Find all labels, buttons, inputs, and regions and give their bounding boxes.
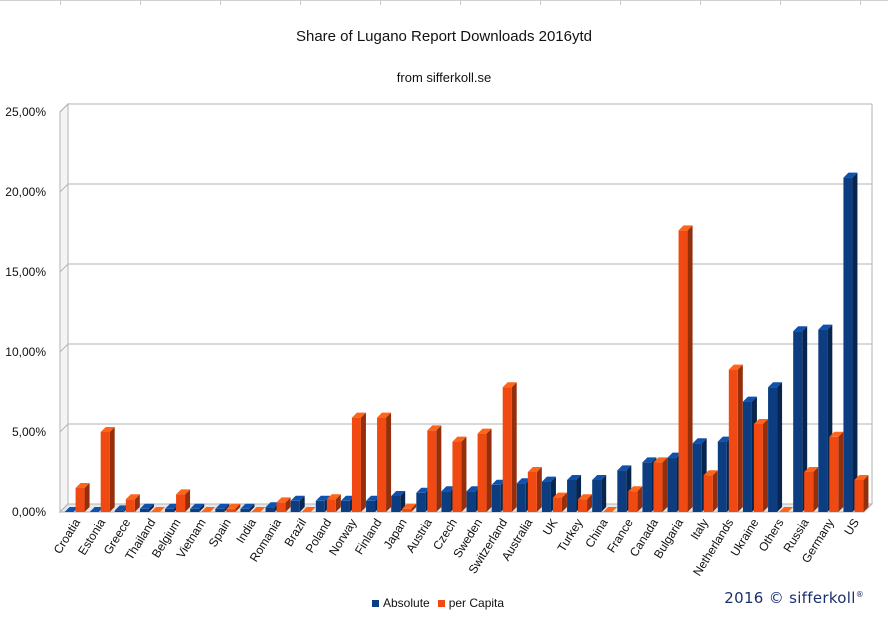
y-tick-label: 25,00% (5, 105, 46, 119)
bar-per-capita (552, 492, 567, 512)
bar-per-capita (753, 419, 768, 512)
x-tick-label: UK (540, 516, 561, 538)
y-tick-label: 5,00% (12, 425, 46, 439)
bar-per-capita (477, 428, 492, 512)
gridline-depth (59, 423, 69, 433)
y-tick-label: 0,00% (12, 505, 46, 519)
legend-item-absolute: Absolute (372, 596, 430, 610)
bar-per-capita (703, 470, 718, 512)
bar-per-capita (351, 412, 366, 512)
bar-per-capita (779, 507, 794, 512)
top-tick (300, 0, 301, 5)
top-tick (220, 0, 221, 5)
bar-per-capita (653, 457, 668, 512)
bar-absolute (139, 503, 154, 512)
bar-per-capita (527, 467, 542, 512)
chart-title: Share of Lugano Report Downloads 2016ytd (295, 28, 593, 45)
bar-per-capita (251, 507, 266, 512)
top-tick (60, 0, 61, 5)
x-tick-label: Turkey (555, 516, 586, 554)
bar-per-capita (201, 507, 216, 512)
bar-per-capita (628, 486, 643, 512)
x-tick-label: US (841, 516, 862, 538)
legend-label-absolute: Absolute (383, 596, 430, 610)
bar-per-capita (125, 494, 140, 512)
legend-label-per-capita: per Capita (448, 596, 505, 610)
y-tick-label: 20,00% (5, 185, 46, 199)
bar-per-capita (829, 431, 844, 512)
gridline-depth (59, 183, 69, 193)
bar-absolute (793, 326, 808, 512)
top-tick (780, 0, 781, 5)
bar-absolute (391, 491, 406, 512)
top-tick (540, 0, 541, 5)
chart-labels: CroatiaEstoniaGreeceThailandBelgiumVietn… (51, 516, 862, 579)
gridline-depth (59, 263, 69, 273)
gridline-depth (59, 343, 69, 353)
bar-per-capita (276, 497, 291, 512)
side-wall (59, 102, 69, 514)
bar-per-capita (502, 382, 517, 512)
bar-per-capita (301, 507, 316, 512)
top-tick (620, 0, 621, 5)
bar-absolute (592, 475, 607, 512)
legend-swatch-absolute (372, 599, 379, 607)
top-tick (860, 0, 861, 5)
x-tick-label: India (233, 516, 259, 546)
bar-absolute (215, 503, 230, 512)
bar-per-capita (578, 494, 593, 512)
x-tick-label: Spain (206, 516, 234, 549)
y-tick-label: 15,00% (5, 265, 46, 279)
bar-per-capita (402, 503, 417, 512)
legend-item-per-capita: per Capita (437, 596, 505, 610)
bar-absolute (240, 503, 255, 512)
bar-absolute (768, 382, 783, 512)
bar-per-capita (452, 436, 467, 512)
bar-per-capita (728, 364, 743, 512)
legend: Absolute per Capita (372, 596, 512, 610)
bar-per-capita (75, 483, 90, 512)
bar-absolute (64, 507, 79, 512)
bar-per-capita (226, 503, 241, 512)
bar-absolute (89, 507, 104, 512)
top-tick (460, 0, 461, 5)
bar-per-capita (100, 427, 115, 512)
top-tick (700, 0, 701, 5)
top-border (0, 0, 888, 1)
bar-per-capita (804, 467, 819, 512)
bar-absolute (290, 495, 305, 512)
bar-absolute (190, 503, 205, 512)
legend-swatch-per-capita (437, 599, 445, 607)
x-tick-label: Italy (688, 516, 712, 542)
y-tick-label: 10,00% (5, 345, 46, 359)
top-tick (380, 0, 381, 5)
gridline-depth (59, 103, 69, 113)
bar-absolute (843, 172, 858, 512)
bar-per-capita (603, 507, 618, 512)
chart-subtitle: from sifferkoll.se (396, 70, 492, 85)
copyright-notice: 2016 © sifferkoll® (724, 589, 864, 607)
bar-per-capita (854, 475, 869, 512)
bar-per-capita (678, 225, 693, 512)
copyright-text: 2016 © sifferkoll (724, 589, 856, 607)
chart-bars (64, 172, 869, 512)
bar-per-capita (150, 507, 165, 512)
bar-per-capita (377, 412, 392, 512)
top-tick (140, 0, 141, 5)
registered-mark: ® (855, 590, 864, 599)
bar-per-capita (326, 494, 341, 512)
bar-per-capita (427, 425, 442, 512)
bar-per-capita (176, 489, 191, 512)
x-tick-label: Austria (403, 516, 435, 555)
